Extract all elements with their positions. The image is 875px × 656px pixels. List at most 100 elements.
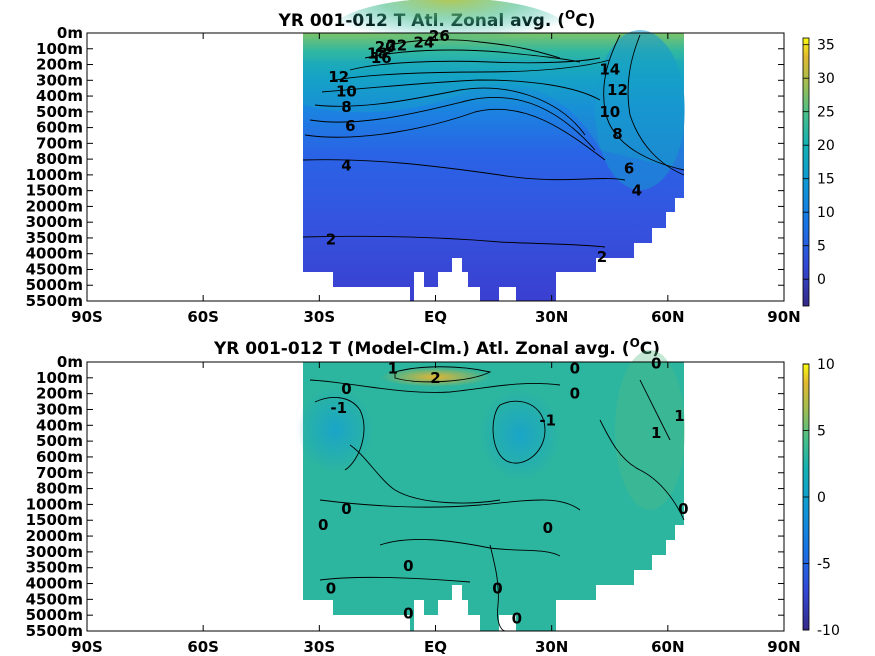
y-tick-label: 100m: [36, 369, 83, 387]
y-tick-label: 500m: [36, 432, 83, 450]
y-tick-label: 5000m: [26, 276, 83, 294]
y-tick-label: 4500m: [26, 260, 83, 278]
y-tick-label: 400m: [36, 416, 83, 434]
contour-label: 18: [367, 44, 388, 62]
colorbar-tick-label: -5: [817, 557, 831, 573]
contour-label: 0: [403, 557, 413, 575]
contour-label: 0: [492, 579, 502, 597]
y-tick-label: 100m: [36, 40, 83, 58]
panel-anomaly: YR 001-012 T (Model-Clm.) Atl. Zonal avg…: [26, 336, 840, 656]
y-tick-label: 1000m: [26, 495, 83, 513]
x-tick-label: 30S: [303, 638, 335, 656]
colorbar-tick-label: 10: [817, 357, 835, 373]
colorbar-tick-label: 5: [817, 424, 826, 440]
y-tick-label: 5000m: [26, 606, 83, 624]
contour-label: 8: [612, 125, 622, 143]
panel1-x-axis: 90S 60S 30S EQ 30N 60N 90N: [71, 33, 801, 326]
contour-label: 2: [326, 231, 336, 249]
panel1-contours: [302, 34, 685, 248]
y-tick-label: 300m: [36, 400, 83, 418]
panel2-contours: [309, 366, 685, 632]
y-tick-label: 1500m: [26, 511, 83, 529]
y-tick-label: 3000m: [26, 543, 83, 561]
x-tick-label: 90S: [71, 638, 103, 656]
colorbar-tick-label: -10: [817, 623, 840, 639]
contour-label: 12: [328, 68, 349, 86]
y-tick-label: 600m: [36, 448, 83, 466]
x-tick-label: 60S: [187, 308, 219, 326]
colorbar-tick-label: 0: [817, 490, 826, 506]
colorbar-tick-label: 0: [817, 272, 826, 288]
contour-label: 10: [336, 82, 357, 100]
panel2-y-axis: 0m100m200m300m400m500m600m700m800m1000m1…: [26, 353, 784, 640]
colorbar-tick-label: 35: [817, 38, 835, 54]
contour-label: 0: [678, 500, 688, 518]
contour-label: -1: [539, 412, 556, 430]
panel-temperature: YR 001-012 T Atl. Zonal avg. (OC) 262422…: [26, 0, 835, 326]
panel2-colorbar-ticks: -10 -5 0 5 10: [803, 357, 840, 639]
contour-label: 22: [386, 37, 407, 55]
y-tick-label: 3000m: [26, 213, 83, 231]
colorbar-tick-label: 10: [817, 205, 835, 221]
contour-label: 26: [429, 27, 450, 45]
y-tick-label: 4000m: [26, 575, 83, 593]
y-tick-label: 1500m: [26, 182, 83, 200]
contour-label: 10: [599, 103, 620, 121]
x-tick-label: 90N: [767, 638, 800, 656]
y-tick-label: 2000m: [26, 527, 83, 545]
panel2-frame: [86, 361, 785, 632]
y-tick-label: 200m: [36, 385, 83, 403]
contour-label: 0: [326, 579, 336, 597]
x-tick-label: 30N: [535, 638, 568, 656]
y-tick-label: 4000m: [26, 245, 83, 263]
colorbar-tick-label: 25: [817, 105, 835, 121]
colorbar-tick-label: 5: [817, 239, 826, 255]
y-tick-label: 0m: [57, 353, 83, 371]
x-tick-label: EQ: [424, 308, 447, 326]
contour-label: 20: [375, 38, 396, 56]
x-tick-label: 90N: [767, 308, 800, 326]
panel1-y-axis: 0m100m200m300m400m500m600m700m800m1000m1…: [26, 24, 784, 310]
x-tick-label: 30S: [303, 308, 335, 326]
x-tick-label: EQ: [424, 638, 447, 656]
y-tick-label: 1000m: [26, 166, 83, 184]
contour-label: 0: [543, 519, 553, 537]
contour-label: 0: [318, 516, 328, 534]
contour-label: 1: [651, 424, 661, 442]
y-tick-label: 3500m: [26, 229, 83, 247]
contour-label: 8: [341, 98, 351, 116]
y-tick-label: 5500m: [26, 292, 83, 310]
contour-label: 0: [570, 359, 580, 377]
contour-label: 2: [430, 369, 440, 387]
x-tick-label: 60S: [187, 638, 219, 656]
x-tick-label: 60N: [651, 308, 684, 326]
y-tick-label: 200m: [36, 56, 83, 74]
colorbar-tick-label: 15: [817, 172, 835, 188]
contour-label: 6: [624, 160, 634, 178]
y-tick-label: 700m: [36, 464, 83, 482]
x-tick-label: 90S: [71, 308, 103, 326]
contour-label: 0: [403, 605, 413, 623]
contour-label: 4: [341, 156, 351, 174]
contour-label: 14: [599, 60, 620, 78]
y-tick-label: 300m: [36, 71, 83, 89]
panel2-x-axis: 90S 60S 30S EQ 30N 60N 90N: [71, 362, 801, 656]
colorbar-tick-label: 20: [817, 138, 835, 154]
contour-label: 0: [341, 380, 351, 398]
y-tick-label: 800m: [36, 480, 83, 498]
panel2-title: YR 001-012 T (Model-Clm.) Atl. Zonal avg…: [213, 336, 660, 359]
y-tick-label: 0m: [57, 24, 83, 42]
contour-label: 24: [413, 33, 434, 51]
panel1-frame: [86, 32, 785, 302]
y-tick-label: 3500m: [26, 559, 83, 577]
x-tick-label: 30N: [535, 308, 568, 326]
y-tick-label: 4500m: [26, 590, 83, 608]
y-tick-label: 5500m: [26, 622, 83, 640]
panel2-field: [297, 350, 685, 631]
y-tick-label: 800m: [36, 150, 83, 168]
contour-label: 12: [607, 81, 628, 99]
y-tick-label: 400m: [36, 87, 83, 105]
contour-label: 16: [371, 49, 392, 67]
